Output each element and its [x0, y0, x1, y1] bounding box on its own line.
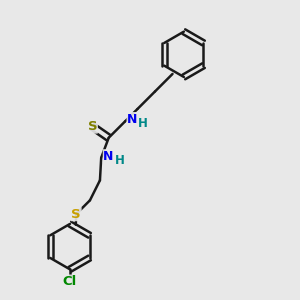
Text: H: H	[138, 117, 148, 130]
Text: N: N	[127, 112, 137, 126]
Text: S: S	[88, 120, 97, 133]
Text: S: S	[71, 208, 81, 220]
Text: H: H	[115, 154, 124, 167]
Text: N: N	[103, 150, 114, 163]
Text: Cl: Cl	[63, 275, 77, 288]
